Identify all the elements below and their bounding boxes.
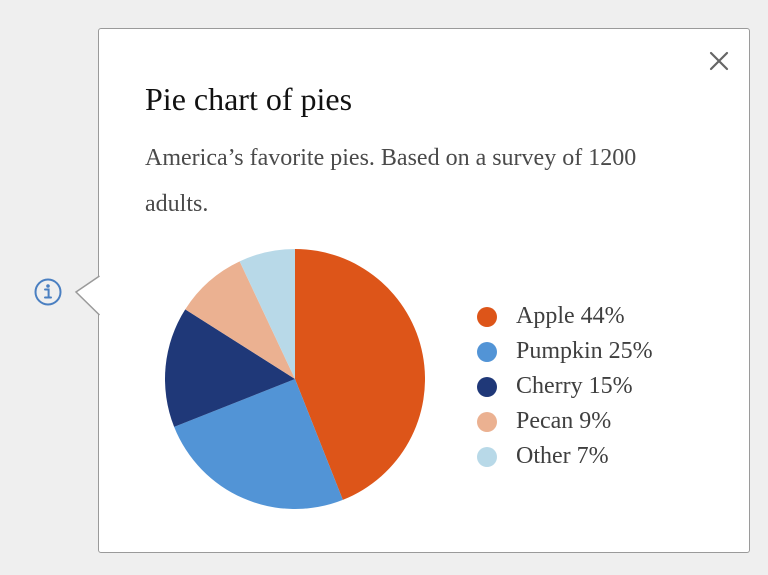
legend-item-other: Other 7% (477, 439, 653, 474)
legend-label: Pumpkin 25% (516, 338, 653, 364)
pie-slice-other (239, 249, 295, 379)
pie-slice-apple (295, 249, 426, 500)
pie-slice-pumpkin (174, 379, 343, 509)
legend-item-cherry: Cherry 15% (477, 369, 653, 404)
legend-swatch (477, 446, 497, 467)
pie-chart (165, 249, 426, 509)
legend-label: Apple 44% (516, 303, 625, 329)
legend-item-apple: Apple 44% (477, 299, 653, 334)
close-icon[interactable] (707, 49, 731, 73)
legend-swatch (477, 376, 497, 397)
pie-slice-cherry (165, 309, 295, 427)
legend-label: Cherry 15% (516, 373, 633, 399)
pie-slice-pecan (185, 261, 295, 379)
legend-label: Pecan 9% (516, 408, 612, 434)
popover-title: Pie chart of pies (145, 81, 353, 117)
popover-description: America’s favorite pies. Based on a surv… (145, 145, 637, 217)
chart-legend: Apple 44% Pumpkin 25% Cherry 15% Pecan 9% Ot… (477, 299, 653, 474)
popover-pointer (74, 275, 101, 316)
legend-item-pumpkin: Pumpkin 25% (477, 334, 653, 369)
chart-popover: Pie chart of pies America’s favorite pie… (98, 28, 750, 553)
info-circle-icon[interactable] (33, 277, 63, 307)
legend-label: Other 7% (516, 443, 609, 469)
legend-swatch (477, 341, 497, 362)
legend-swatch (477, 411, 497, 432)
legend-swatch (477, 306, 497, 327)
legend-item-pecan: Pecan 9% (477, 404, 653, 439)
